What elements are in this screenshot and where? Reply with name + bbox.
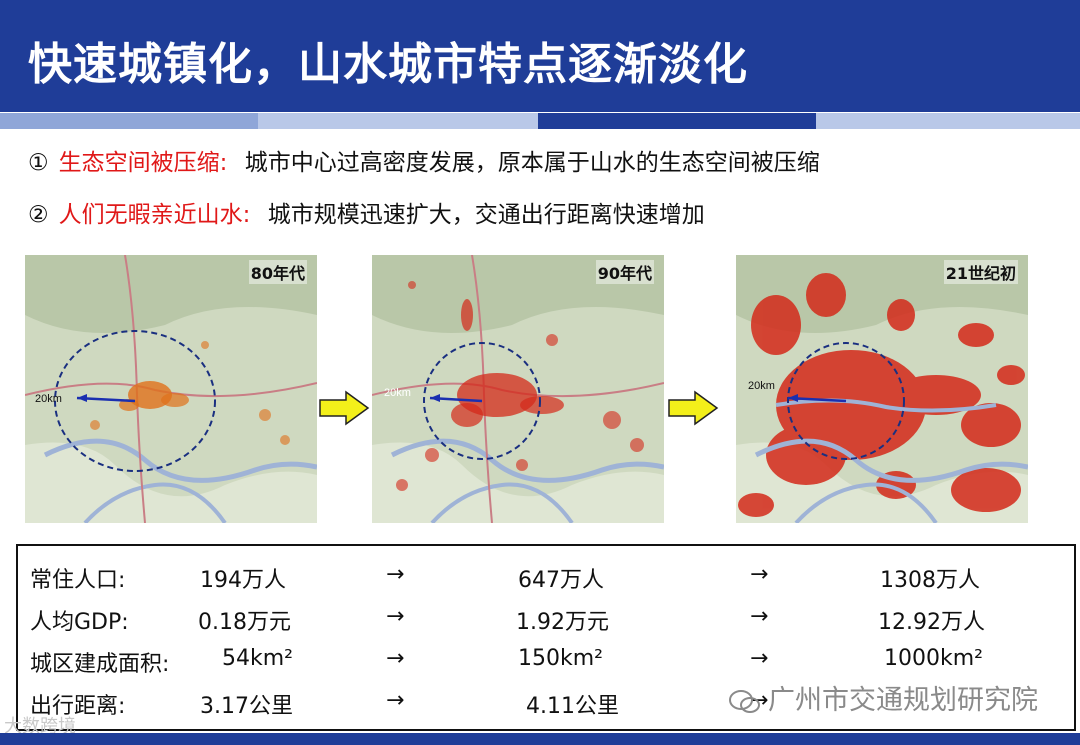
arrow-icon: → <box>750 688 769 713</box>
row-label: 常住人口: <box>30 568 126 593</box>
watermark-left: 大数跨境 <box>4 716 76 737</box>
arrow-icon: → <box>386 646 405 671</box>
value-2000s: 1000km² <box>884 646 983 671</box>
value-1990s: 647万人 <box>518 568 604 593</box>
arrow-icon: → <box>386 688 405 713</box>
value-1980s: 3.17公里 <box>200 694 293 719</box>
point-number: ② <box>28 202 49 228</box>
accent-stripe <box>258 113 538 129</box>
scale-label: 20km <box>384 387 411 399</box>
point-number: ① <box>28 150 49 176</box>
row-label: 城区建成面积: <box>30 652 170 677</box>
arrow-icon: → <box>750 604 769 629</box>
arrow-right-icon <box>318 390 370 430</box>
arrow-icon: → <box>386 562 405 587</box>
scale-label: 20km <box>748 380 775 392</box>
point-keyword: 人们无暇亲近山水: <box>58 202 251 228</box>
accent-stripe <box>816 113 1080 129</box>
value-1990s: 4.11公里 <box>526 694 619 719</box>
map-2000s: 20km 21世纪初 <box>736 255 1028 523</box>
slide-title: 快速城镇化，山水城市特点逐渐淡化 <box>28 39 748 90</box>
era-label: 21世纪初 <box>943 260 1018 284</box>
row-label: 出行距离: <box>30 694 126 719</box>
title-banner: 快速城镇化，山水城市特点逐渐淡化 <box>0 0 1080 112</box>
value-1980s: 0.18万元 <box>198 610 291 635</box>
point-text: 城市规模迅速扩大，交通出行距离快速增加 <box>267 202 705 228</box>
era-label: 90年代 <box>595 260 654 284</box>
arrow-icon: → <box>386 604 405 629</box>
era-label: 80年代 <box>248 260 307 284</box>
value-1980s: 54km² <box>222 646 293 671</box>
value-1980s: 194万人 <box>200 568 286 593</box>
statistics-table: 常住人口: 194万人 → 647万人 → 1308万人 人均GDP: 0.18… <box>16 544 1076 731</box>
map-image: 20km <box>25 255 317 523</box>
arrow-icon: → <box>750 562 769 587</box>
watermark-text: 广州市交通规划研究院 <box>768 685 1038 716</box>
footer-bar <box>0 733 1080 745</box>
point-keyword: 生态空间被压缩: <box>58 150 228 176</box>
scale-label: 20km <box>35 393 62 405</box>
arrow-icon: → <box>750 646 769 671</box>
value-1990s: 150km² <box>518 646 603 671</box>
row-label: 人均GDP: <box>30 610 129 635</box>
map-image: 20km <box>372 255 664 523</box>
watermark: 广州市交通规划研究院 <box>728 678 1038 717</box>
accent-stripe <box>538 113 816 129</box>
point-text: 城市中心过高密度发展，原本属于山水的生态空间被压缩 <box>244 150 820 176</box>
point-1: ① 生态空间被压缩: 城市中心过高密度发展，原本属于山水的生态空间被压缩 <box>28 143 820 177</box>
value-2000s: 12.92万人 <box>878 610 985 635</box>
value-2000s: 1308万人 <box>880 568 980 593</box>
value-1990s: 1.92万元 <box>516 610 609 635</box>
map-1980s: 20km 80年代 <box>25 255 317 523</box>
map-1990s: 20km 90年代 <box>372 255 664 523</box>
point-2: ② 人们无暇亲近山水: 城市规模迅速扩大，交通出行距离快速增加 <box>28 195 705 229</box>
accent-stripe <box>0 113 258 129</box>
arrow-right-icon <box>667 390 719 430</box>
map-image: 20km <box>736 255 1028 523</box>
wechat-icon <box>728 689 762 715</box>
